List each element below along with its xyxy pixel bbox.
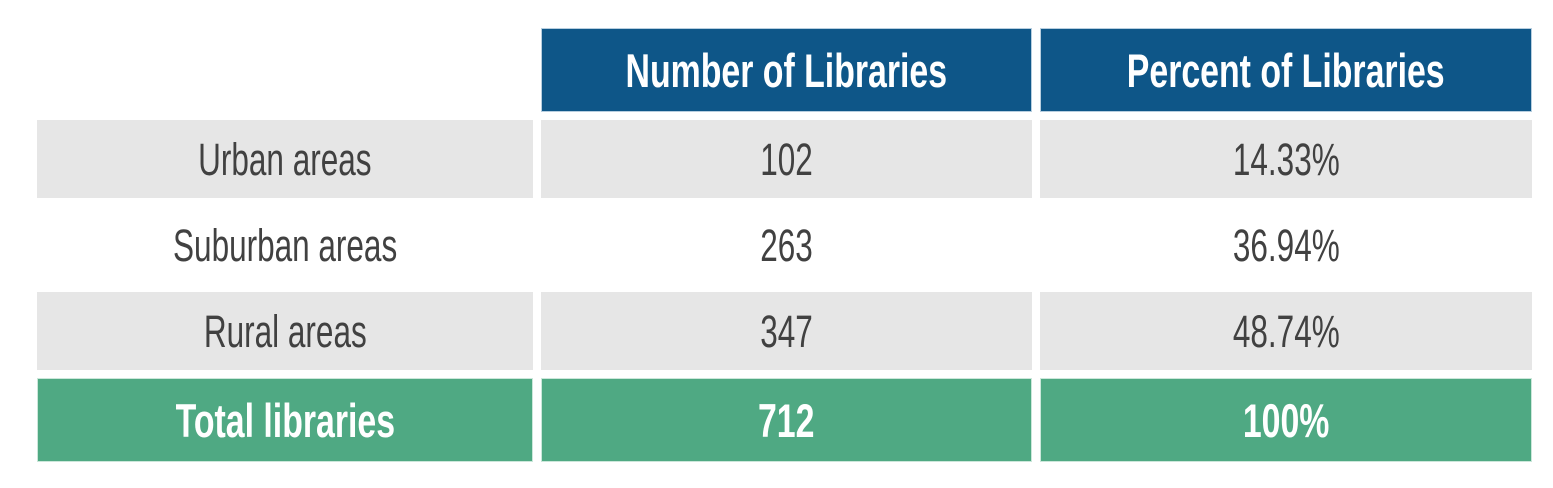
cell-value: 48.74% <box>1232 305 1340 357</box>
cell-total-number: 712 <box>541 378 1032 462</box>
cell-rural-percent: 48.74% <box>1040 292 1532 370</box>
cell-rural-number: 347 <box>541 292 1032 370</box>
cell-suburban-percent: 36.94% <box>1040 206 1532 284</box>
cell-value: 712 <box>758 393 815 447</box>
cell-value: 14.33% <box>1232 133 1340 185</box>
cell-value: 100% <box>1242 393 1330 447</box>
cell-value: 263 <box>760 219 813 271</box>
cell-total-percent: 100% <box>1040 378 1532 462</box>
cell-value: 36.94% <box>1232 219 1340 271</box>
row-label: Urban areas <box>198 133 372 185</box>
cell-suburban-number: 263 <box>541 206 1032 284</box>
corner-empty-cell <box>37 28 533 112</box>
libraries-by-area-table: Number of Libraries Percent of Libraries… <box>37 28 1532 462</box>
row-header-rural-areas: Rural areas <box>37 292 533 370</box>
row-header-suburban-areas: Suburban areas <box>37 206 533 284</box>
row-label: Suburban areas <box>172 219 398 271</box>
cell-value: 102 <box>760 133 813 185</box>
row-label: Rural areas <box>203 305 367 357</box>
cell-urban-number: 102 <box>541 120 1032 198</box>
column-header-label: Number of Libraries <box>625 43 948 97</box>
row-header-urban-areas: Urban areas <box>37 120 533 198</box>
column-header-percent-of-libraries: Percent of Libraries <box>1040 28 1532 112</box>
column-header-number-of-libraries: Number of Libraries <box>541 28 1032 112</box>
column-header-label: Percent of Libraries <box>1127 43 1445 97</box>
cell-urban-percent: 14.33% <box>1040 120 1532 198</box>
row-header-total-libraries: Total libraries <box>37 378 533 462</box>
cell-value: 347 <box>760 305 813 357</box>
row-label: Total libraries <box>175 393 395 447</box>
